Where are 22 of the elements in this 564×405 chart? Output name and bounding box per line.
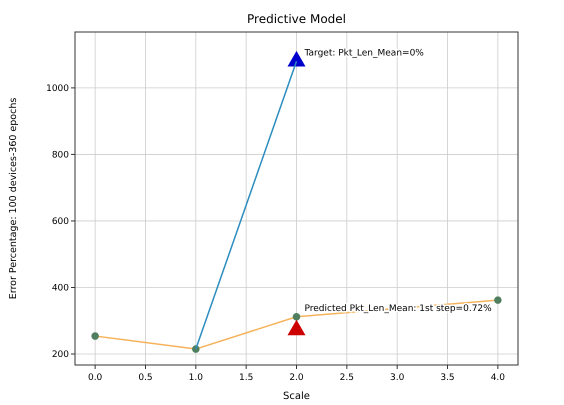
y-tick-label: 200	[52, 350, 70, 360]
x-tick-label: 1.0	[188, 373, 204, 383]
x-tick-label: 4.0	[490, 373, 506, 383]
x-tick-label: 3.5	[440, 373, 455, 383]
x-tick-label: 3.0	[390, 373, 405, 383]
x-axis-title: Scale	[283, 391, 310, 402]
y-tick-label: 600	[52, 216, 70, 227]
x-tick-label: 1.5	[238, 373, 254, 383]
y-tick-label: 1000	[46, 84, 70, 94]
x-tick-label: 2.5	[340, 373, 354, 383]
point	[91, 332, 99, 340]
annotation: Target: Pkt_Len_Mean=0%	[304, 48, 424, 58]
y-axis-title: Error Percentage: 100 devices-360 epochs	[8, 98, 19, 300]
y-tick-label: 800	[52, 150, 70, 160]
point	[288, 50, 306, 66]
x-tick-label: 2.0	[289, 373, 304, 383]
x-tick-label: 0.0	[88, 373, 103, 383]
point	[494, 296, 502, 304]
chart-title: Predictive Model	[247, 12, 346, 26]
x-tick-label: 0.5	[138, 373, 153, 383]
y-tick-label: 400	[52, 283, 70, 294]
point	[292, 312, 300, 321]
